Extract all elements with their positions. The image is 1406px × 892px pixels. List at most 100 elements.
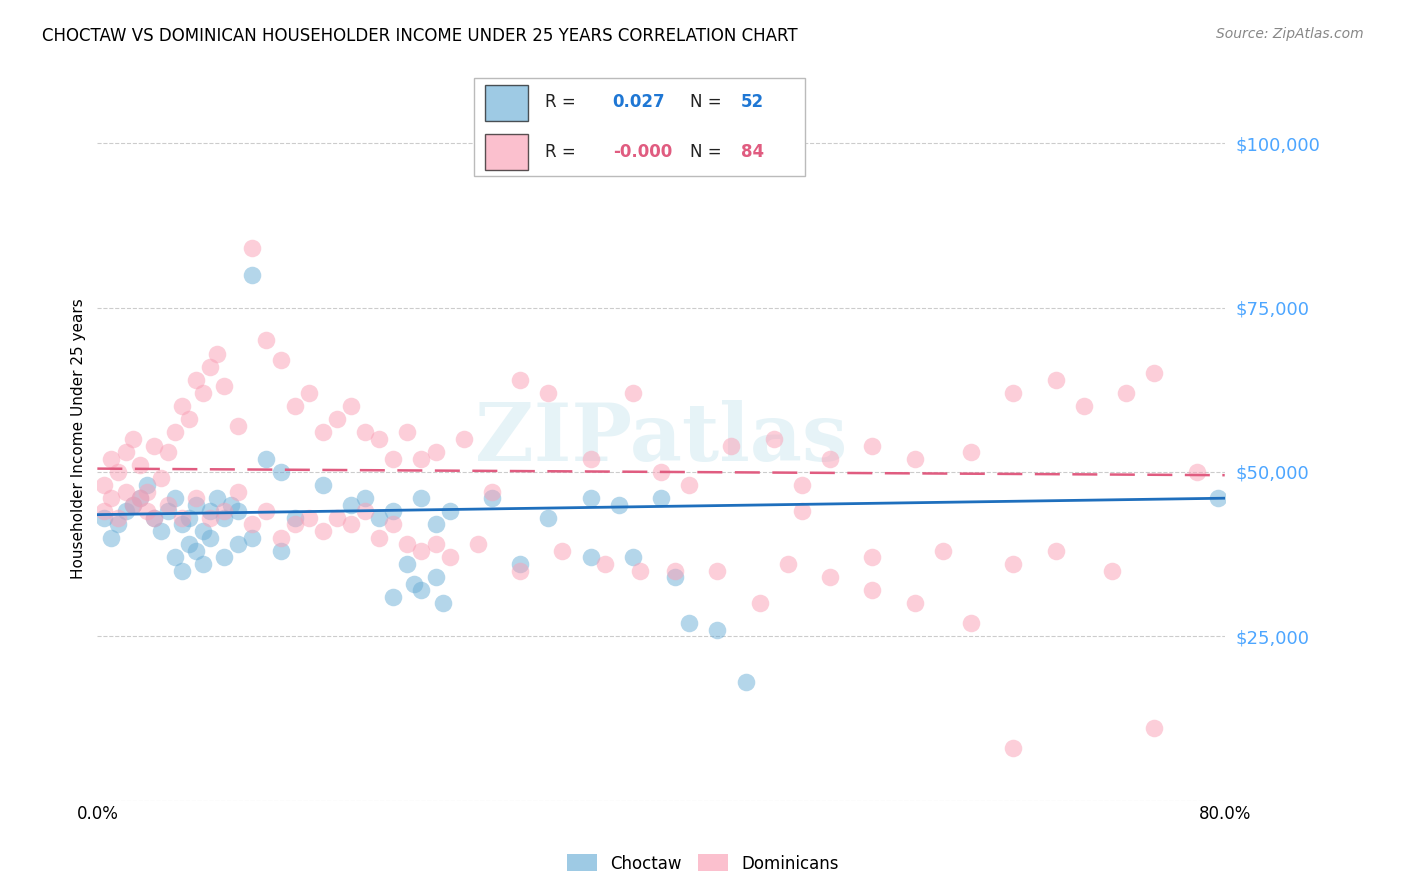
Point: [226, 484, 249, 499]
Point: [411, 543, 433, 558]
Point: [382, 517, 405, 532]
Point: [163, 550, 186, 565]
Point: [170, 399, 193, 413]
Point: [706, 623, 728, 637]
Point: [121, 498, 143, 512]
Point: [650, 491, 672, 506]
Point: [149, 471, 172, 485]
Point: [128, 491, 150, 506]
Point: [170, 511, 193, 525]
Point: [860, 439, 883, 453]
Point: [354, 425, 377, 440]
Point: [240, 517, 263, 532]
Text: 0.027: 0.027: [613, 94, 665, 112]
Point: [1115, 386, 1137, 401]
Point: [960, 445, 983, 459]
Point: [114, 445, 136, 459]
Point: [509, 557, 531, 571]
Point: [256, 451, 278, 466]
Point: [205, 346, 228, 360]
Point: [860, 550, 883, 565]
Point: [762, 432, 785, 446]
Text: ZIPatlas: ZIPatlas: [475, 400, 848, 478]
Point: [776, 557, 799, 571]
Point: [256, 504, 278, 518]
Point: [284, 517, 307, 532]
Point: [149, 524, 172, 538]
Point: [312, 425, 335, 440]
Point: [212, 511, 235, 525]
Point: [818, 570, 841, 584]
Point: [411, 583, 433, 598]
Point: [163, 491, 186, 506]
Point: [256, 334, 278, 348]
Point: [904, 596, 927, 610]
Point: [354, 504, 377, 518]
Point: [932, 543, 955, 558]
Point: [354, 491, 377, 506]
Point: [198, 504, 221, 518]
Point: [93, 511, 115, 525]
Point: [593, 557, 616, 571]
Point: [551, 543, 574, 558]
Point: [579, 451, 602, 466]
Legend: Choctaw, Dominicans: Choctaw, Dominicans: [560, 847, 846, 880]
Point: [298, 386, 321, 401]
Point: [107, 465, 129, 479]
Point: [509, 373, 531, 387]
FancyBboxPatch shape: [485, 85, 529, 121]
Point: [1143, 721, 1166, 735]
Text: N =: N =: [690, 143, 721, 161]
Point: [114, 504, 136, 518]
Point: [453, 432, 475, 446]
Point: [184, 543, 207, 558]
Y-axis label: Householder Income Under 25 years: Householder Income Under 25 years: [72, 299, 86, 580]
Point: [734, 675, 756, 690]
Point: [128, 458, 150, 473]
Point: [270, 543, 292, 558]
Point: [177, 537, 200, 551]
Point: [904, 451, 927, 466]
Point: [212, 379, 235, 393]
Point: [100, 451, 122, 466]
Point: [678, 616, 700, 631]
Point: [678, 478, 700, 492]
Point: [396, 537, 419, 551]
Point: [628, 564, 651, 578]
Point: [621, 550, 644, 565]
Point: [664, 570, 686, 584]
Point: [121, 432, 143, 446]
Point: [1045, 373, 1067, 387]
Point: [1002, 557, 1025, 571]
Point: [1101, 564, 1123, 578]
Point: [579, 550, 602, 565]
Point: [425, 445, 447, 459]
Point: [184, 373, 207, 387]
Text: 84: 84: [741, 143, 763, 161]
Point: [340, 517, 363, 532]
Point: [128, 491, 150, 506]
FancyBboxPatch shape: [485, 135, 529, 170]
Point: [326, 511, 349, 525]
Point: [107, 511, 129, 525]
Point: [425, 537, 447, 551]
Text: N =: N =: [690, 94, 721, 112]
Point: [135, 484, 157, 499]
Point: [142, 511, 165, 525]
Point: [212, 504, 235, 518]
Point: [664, 564, 686, 578]
Text: 52: 52: [741, 94, 763, 112]
Point: [1073, 399, 1095, 413]
Point: [748, 596, 770, 610]
Point: [93, 504, 115, 518]
Point: [219, 498, 242, 512]
Point: [432, 596, 454, 610]
Point: [270, 531, 292, 545]
Point: [396, 557, 419, 571]
Point: [226, 537, 249, 551]
Point: [212, 550, 235, 565]
Point: [579, 491, 602, 506]
Point: [270, 465, 292, 479]
Point: [509, 564, 531, 578]
Point: [368, 432, 391, 446]
